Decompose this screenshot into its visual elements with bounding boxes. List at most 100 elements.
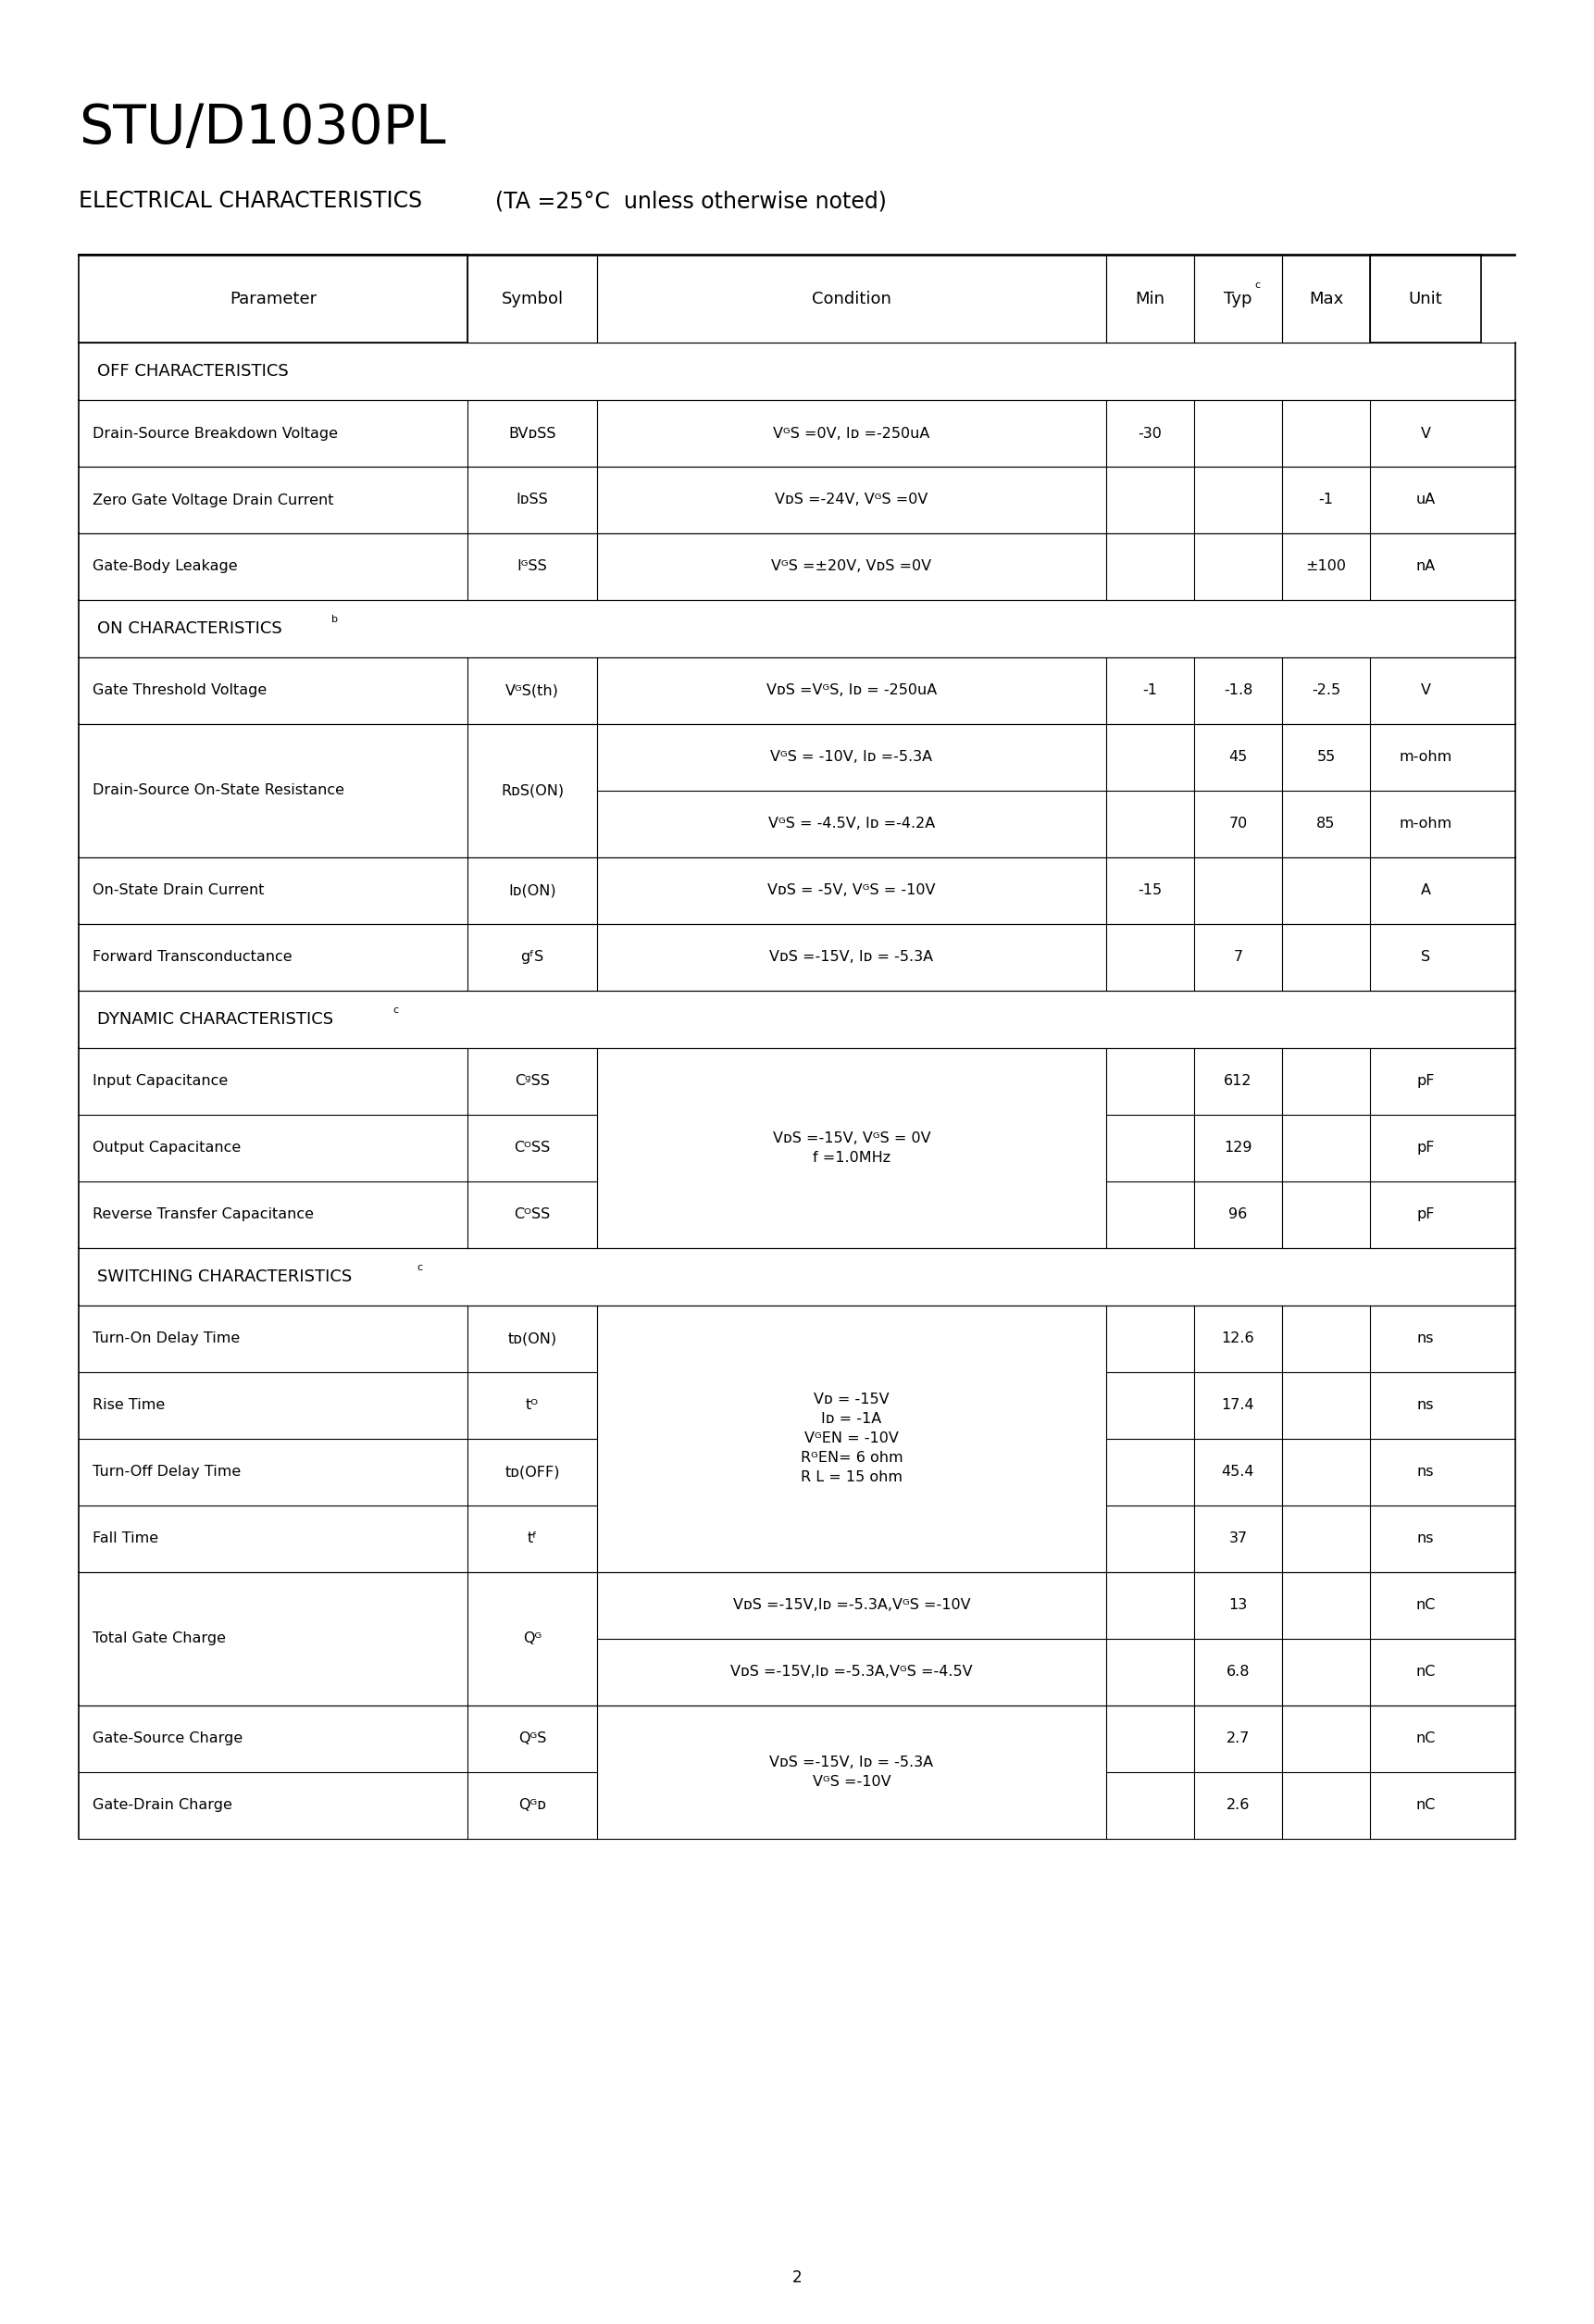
Text: c: c [1254,281,1261,290]
Text: Parameter: Parameter [230,290,317,307]
Text: -1: -1 [1318,493,1334,507]
Text: VᴅS =-24V, VᴳS =0V: VᴅS =-24V, VᴳS =0V [775,493,928,507]
Text: A: A [1420,883,1431,897]
Text: RᴅS(ON): RᴅS(ON) [501,783,564,797]
Text: ns: ns [1417,1464,1435,1478]
Text: CᴼSS: CᴼSS [515,1141,550,1155]
Text: BVᴅSS: BVᴅSS [508,425,556,439]
Text: QᴳS: QᴳS [518,1731,547,1745]
Text: STU/D1030PL: STU/D1030PL [78,102,446,156]
Text: Gate-Drain Charge: Gate-Drain Charge [92,1799,233,1813]
Text: nC: nC [1415,1731,1436,1745]
Bar [1369,256,1481,342]
Text: On-State Drain Current: On-State Drain Current [92,883,265,897]
Text: Min: Min [1135,290,1165,307]
Text: 45: 45 [1229,751,1248,765]
Text: Turn-On Delay Time: Turn-On Delay Time [92,1332,241,1346]
Text: 13: 13 [1229,1599,1248,1613]
Text: SWITCHING CHARACTERISTICS: SWITCHING CHARACTERISTICS [97,1269,357,1285]
Text: m-ohm: m-ohm [1400,818,1452,832]
Bar [1106,256,1194,342]
Text: c: c [392,1006,398,1016]
Text: Reverse Transfer Capacitance: Reverse Transfer Capacitance [92,1208,314,1222]
Text: ns: ns [1417,1532,1435,1545]
Text: OFF CHARACTERISTICS: OFF CHARACTERISTICS [97,363,289,379]
Text: VᴳS(th): VᴳS(th) [505,683,559,697]
Text: VᴳS =±20V, VᴅS =0V: VᴳS =±20V, VᴅS =0V [771,560,932,574]
Text: ns: ns [1417,1332,1435,1346]
Text: Gate Threshold Voltage: Gate Threshold Voltage [92,683,266,697]
Text: Condition: Condition [811,290,891,307]
Text: 2.7: 2.7 [1226,1731,1250,1745]
Text: Input Capacitance: Input Capacitance [92,1074,228,1088]
Text: ±100: ±100 [1305,560,1347,574]
Text: -2.5: -2.5 [1312,683,1341,697]
Bar [1194,256,1282,342]
Text: 96: 96 [1229,1208,1248,1222]
Text: VᴅS =-15V, Iᴅ = -5.3A
VᴳS =-10V: VᴅS =-15V, Iᴅ = -5.3A VᴳS =-10V [770,1755,934,1789]
Text: VᴅS = -5V, VᴳS = -10V: VᴅS = -5V, VᴳS = -10V [768,883,936,897]
Text: VᴅS =VᴳS, Iᴅ = -250uA: VᴅS =VᴳS, Iᴅ = -250uA [767,683,937,697]
Bar [78,256,467,342]
Text: 12.6: 12.6 [1221,1332,1254,1346]
Text: tᴼ: tᴼ [526,1399,539,1413]
Text: S: S [1420,951,1430,964]
Text: VᴳS =0V, Iᴅ =-250uA: VᴳS =0V, Iᴅ =-250uA [773,425,929,439]
Text: ELECTRICAL CHARACTERISTICS: ELECTRICAL CHARACTERISTICS [78,191,422,211]
Text: nC: nC [1415,1599,1436,1613]
Text: IᴅSS: IᴅSS [516,493,548,507]
Text: ns: ns [1417,1399,1435,1413]
Text: Typ: Typ [1224,290,1253,307]
Text: 2.6: 2.6 [1226,1799,1250,1813]
Text: 85: 85 [1317,818,1336,832]
Text: Total Gate Charge: Total Gate Charge [92,1631,226,1645]
Text: V: V [1420,425,1431,439]
Text: VᴳS = -10V, Iᴅ =-5.3A: VᴳS = -10V, Iᴅ =-5.3A [770,751,932,765]
Text: 6.8: 6.8 [1226,1666,1250,1680]
Text: tᴅ(OFF): tᴅ(OFF) [505,1464,559,1478]
Text: 37: 37 [1229,1532,1248,1545]
Text: pF: pF [1417,1208,1435,1222]
Text: uA: uA [1415,493,1435,507]
Text: Rise Time: Rise Time [92,1399,166,1413]
Bar [467,256,598,342]
Text: VᴅS =-15V, Iᴅ = -5.3A: VᴅS =-15V, Iᴅ = -5.3A [770,951,934,964]
Text: gᶠS: gᶠS [521,951,544,964]
Text: nC: nC [1415,1666,1436,1680]
Bar [598,256,1106,342]
Text: Fall Time: Fall Time [92,1532,158,1545]
Text: VᴅS =-15V,Iᴅ =-5.3A,VᴳS =-10V: VᴅS =-15V,Iᴅ =-5.3A,VᴳS =-10V [733,1599,971,1613]
Text: tᴅ(ON): tᴅ(ON) [507,1332,556,1346]
Text: Gate-Source Charge: Gate-Source Charge [92,1731,242,1745]
Text: Vᴅ = -15V
Iᴅ = -1A
VᴳEN = -10V
RᴳEN= 6 ohm
R L = 15 ohm: Vᴅ = -15V Iᴅ = -1A VᴳEN = -10V RᴳEN= 6 o… [800,1392,902,1485]
Text: Drain-Source On-State Resistance: Drain-Source On-State Resistance [92,783,344,797]
Text: CᴼSS: CᴼSS [515,1208,550,1222]
Text: m-ohm: m-ohm [1400,751,1452,765]
Text: tᶠ: tᶠ [528,1532,537,1545]
Text: pF: pF [1417,1141,1435,1155]
Text: -1.8: -1.8 [1224,683,1253,697]
Text: 612: 612 [1224,1074,1253,1088]
Text: 17.4: 17.4 [1221,1399,1254,1413]
Text: Max: Max [1309,290,1344,307]
Text: DYNAMIC CHARACTERISTICS: DYNAMIC CHARACTERISTICS [97,1011,338,1027]
Text: 7: 7 [1234,951,1243,964]
Text: Output Capacitance: Output Capacitance [92,1141,241,1155]
Text: Qᴳᴅ: Qᴳᴅ [518,1799,547,1813]
Bar [1282,256,1369,342]
Text: 55: 55 [1317,751,1336,765]
Text: Drain-Source Breakdown Voltage: Drain-Source Breakdown Voltage [92,425,338,439]
Text: Unit: Unit [1409,290,1443,307]
Text: 70: 70 [1229,818,1248,832]
Text: ON CHARACTERISTICS: ON CHARACTERISTICS [97,621,287,637]
Text: Symbol: Symbol [501,290,563,307]
Text: pF: pF [1417,1074,1435,1088]
Text: V: V [1420,683,1431,697]
Text: Zero Gate Voltage Drain Current: Zero Gate Voltage Drain Current [92,493,333,507]
Text: Forward Transconductance: Forward Transconductance [92,951,292,964]
Text: (TA =25°C  unless otherwise noted): (TA =25°C unless otherwise noted) [496,191,886,211]
Text: b: b [332,616,338,625]
Text: 129: 129 [1224,1141,1253,1155]
Text: -30: -30 [1138,425,1162,439]
Text: -1: -1 [1143,683,1157,697]
